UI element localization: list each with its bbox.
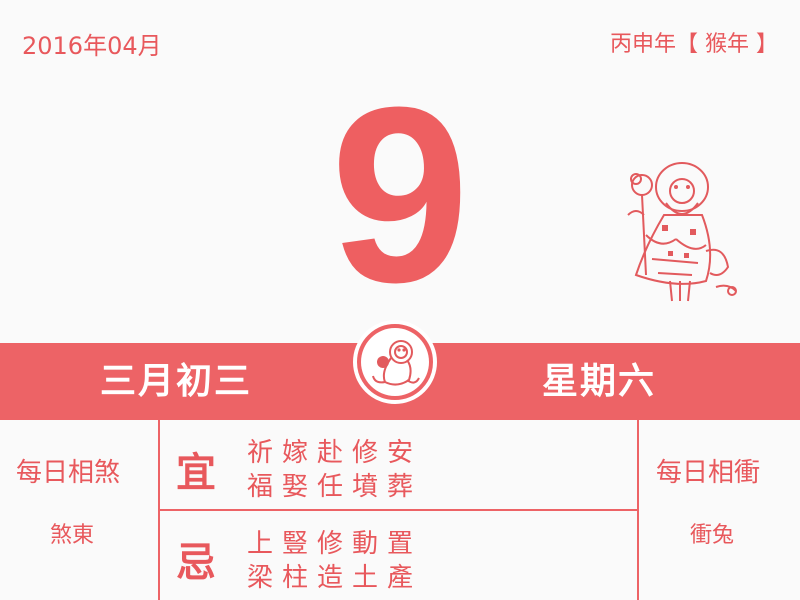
monkey-icon — [361, 328, 429, 396]
ji-line-1: 上豎修動置 — [247, 529, 423, 559]
yi-line-2: 福娶任墳葬 — [247, 472, 423, 502]
grid-divider-right — [637, 420, 639, 600]
daily-sha-title: 每日相煞 — [16, 458, 121, 488]
daily-sha-value: 煞東 — [50, 523, 95, 548]
daily-chong-value: 衝兔 — [690, 523, 735, 548]
grid-divider-left — [158, 420, 160, 600]
longevity-god-icon — [606, 155, 746, 305]
ji-label: 忌 — [176, 539, 216, 586]
ji-line-2: 梁柱造土產 — [247, 563, 423, 593]
daily-chong-title: 每日相衝 — [656, 458, 761, 488]
yi-label: 宜 — [176, 449, 216, 496]
lunar-date: 三月初三 — [100, 361, 253, 402]
weekday: 星期六 — [542, 361, 657, 402]
grid-divider-middle — [160, 509, 637, 511]
month-label: 2016年04月 — [22, 32, 162, 60]
zodiac-year-label: 丙申年【 猴年 】 — [610, 32, 778, 57]
day-number: 9 — [330, 55, 470, 334]
yi-line-1: 祈嫁赴修安 — [247, 438, 423, 468]
zodiac-emblem — [353, 320, 437, 404]
